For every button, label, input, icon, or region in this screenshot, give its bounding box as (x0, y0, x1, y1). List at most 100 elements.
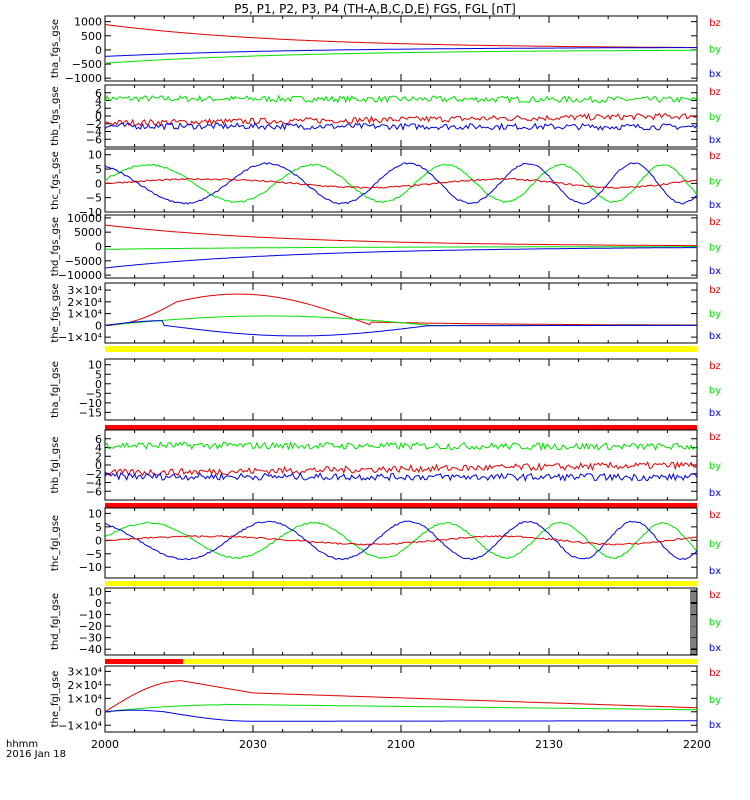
legend-bz-4: bz (709, 285, 721, 296)
ytick-label-6-2: 2 (95, 450, 102, 463)
series-by-3 (104, 246, 697, 250)
legend-bx-0: bx (709, 69, 721, 80)
ytick-label-9-2: 1×10⁴ (67, 692, 102, 705)
legend-bx-5: bx (709, 408, 721, 419)
ytick-label-9-0: 3×10⁴ (67, 665, 102, 678)
panel-frame-7 (104, 507, 698, 579)
ytick-label-8-2: −10 (79, 609, 102, 622)
legend-by-0: by (709, 45, 721, 56)
legend-by-7: by (709, 539, 721, 550)
legend-bz-8: bz (709, 590, 721, 601)
ytick-label-7-1: 5 (95, 521, 102, 534)
ytick-label-0-3: −500 (72, 58, 102, 71)
status-bar-2 (105, 503, 697, 508)
ytick-label-0-0: 1000 (74, 16, 102, 29)
ytick-label-1-5: −4 (86, 126, 102, 139)
ytick-label-7-2: 0 (95, 534, 102, 547)
ytick-label-1-6: −6 (86, 133, 102, 146)
ytick-label-6-6: −6 (86, 485, 102, 498)
series-by-9 (104, 703, 697, 712)
panel-frame-8 (104, 587, 698, 656)
legend-by-5: by (709, 386, 721, 397)
ytick-label-2-2: 0 (95, 177, 102, 190)
xtick-label-4: 2200 (683, 738, 711, 751)
legend-by-9: by (709, 695, 721, 706)
legend-bz-6: bz (709, 432, 721, 443)
ylabel-7: thc_fgl_gse (50, 515, 61, 571)
series-bx-7 (104, 520, 698, 561)
panel-frame-4 (104, 282, 698, 344)
panel-frame-5 (104, 358, 698, 421)
legend-bx-2: bx (709, 200, 721, 211)
status-bar-5 (183, 659, 697, 664)
status-bar-1 (105, 425, 697, 430)
ytick-label-7-3: −5 (86, 548, 102, 561)
series-bx-4 (104, 320, 697, 337)
ytick-label-9-3: 0 (95, 706, 102, 719)
panel-frame-0 (104, 15, 698, 82)
legend-bx-7: bx (709, 566, 721, 577)
series-bx-6 (104, 471, 698, 483)
ylabel-5: tha_fgl_gse (50, 361, 61, 418)
ytick-label-5-0: 10 (88, 359, 102, 372)
ytick-label-3-0: 10000 (67, 212, 102, 225)
ytick-label-1-1: 4 (95, 95, 102, 108)
ylabel-9: the_fgl_gse (50, 671, 61, 728)
ylabel-0: tha_fgs_gse (50, 19, 61, 78)
legend-bx-4: bx (709, 331, 721, 342)
series-by-6 (104, 441, 698, 452)
legend-by-6: by (709, 461, 721, 472)
panel-frame-6 (104, 429, 698, 501)
panel-frame-9 (104, 665, 698, 733)
legend-bx-6: bx (709, 488, 721, 499)
series-bz-1 (104, 112, 698, 127)
legend-bx-3: bx (709, 266, 721, 277)
series-by-4 (104, 315, 697, 326)
footer-hhmm: hhmm (6, 739, 39, 750)
status-bar-3 (105, 581, 697, 586)
legend-bz-1: bz (709, 87, 721, 98)
ytick-label-5-2: 0 (95, 378, 102, 391)
legend-by-3: by (709, 243, 721, 254)
legend-by-4: by (709, 309, 721, 320)
ytick-label-4-2: 1×10⁴ (67, 308, 102, 321)
xtick-label-2: 2100 (387, 738, 415, 751)
series-bz-7 (104, 534, 698, 546)
ylabel-6: thb_fgl_gse (50, 437, 61, 494)
series-by-1 (104, 94, 698, 104)
legend-bz-0: bz (709, 18, 721, 29)
ytick-label-1-0: 6 (95, 87, 102, 100)
series-bz-4 (104, 293, 697, 326)
legend-bz-7: bz (709, 510, 721, 521)
ytick-label-1-2: 2 (95, 102, 102, 115)
chart-title: P5, P1, P2, P3, P4 (TH-A,B,C,D,E) FGS, F… (234, 2, 516, 16)
ytick-label-1-4: −2 (86, 118, 102, 131)
series-bz-9 (104, 680, 698, 713)
ytick-label-6-3: 0 (95, 459, 102, 472)
ytick-label-3-3: −5000 (65, 255, 102, 268)
series-bx-1 (104, 122, 698, 132)
ytick-label-1-3: 0 (95, 110, 102, 123)
series-bz-3 (104, 224, 697, 247)
series-bx-3 (104, 247, 697, 269)
ytick-label-5-4: −10 (79, 397, 102, 410)
ytick-label-2-1: 5 (95, 163, 102, 176)
series-bx-0 (104, 47, 697, 57)
ylabel-3: thd_fgs_gse (50, 217, 61, 276)
xtick-label-1: 2030 (239, 738, 267, 751)
ytick-label-7-0: 10 (88, 507, 102, 520)
ytick-label-0-2: 0 (95, 44, 102, 57)
ytick-label-2-0: 10 (88, 149, 102, 162)
series-bz-6 (104, 460, 698, 477)
series-by-0 (104, 49, 697, 64)
ytick-label-8-1: 0 (95, 597, 102, 610)
ytick-label-8-3: −20 (79, 620, 102, 633)
ylabel-8: thd_fgl_gse (50, 593, 61, 650)
series-bz-0 (104, 24, 697, 48)
legend-bz-9: bz (709, 668, 721, 679)
ytick-label-6-0: 6 (95, 433, 102, 446)
legend-bx-1: bx (709, 135, 721, 146)
xtick-label-3: 2130 (535, 738, 563, 751)
ytick-label-4-1: 2×10⁴ (67, 296, 102, 309)
ytick-label-8-5: −40 (79, 643, 102, 656)
